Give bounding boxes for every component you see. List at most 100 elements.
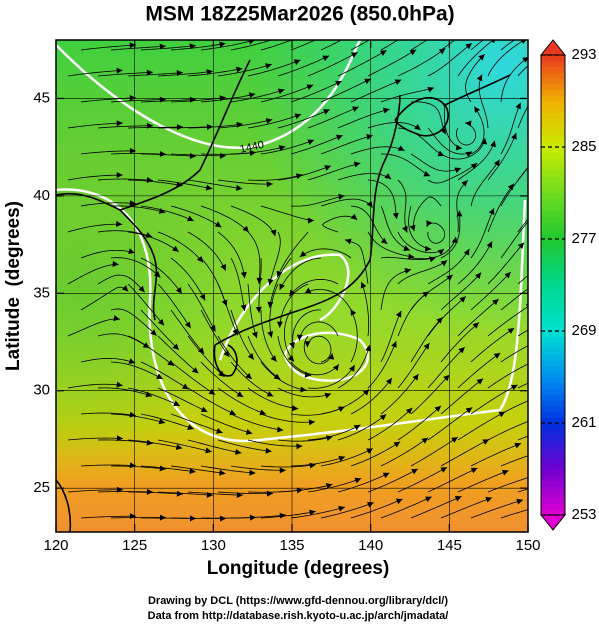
colorbar-cell	[541, 61, 565, 67]
colorbar-cell	[541, 159, 565, 165]
colorbar-cell	[541, 256, 565, 262]
colorbar-cell	[541, 222, 565, 228]
streamline-arrow	[334, 25, 342, 33]
colorbar-cell	[541, 205, 565, 211]
colorbar-tick-label: 277	[571, 230, 596, 247]
colorbar-cell	[541, 331, 565, 337]
colorbar-cell	[541, 55, 565, 61]
colorbar-cell	[541, 400, 565, 406]
colorbar-cell	[541, 492, 565, 498]
colorbar-cell	[541, 187, 565, 193]
colorbar-cell	[541, 274, 565, 280]
colorbar-cell	[541, 279, 565, 285]
colorbar-cell	[541, 251, 565, 257]
y-tick-label: 40	[33, 187, 50, 204]
x-tick-label: 130	[201, 537, 226, 554]
colorbar-cell	[541, 320, 565, 326]
x-tick-label: 125	[122, 537, 147, 554]
colorbar-cell	[541, 458, 565, 464]
colorbar-cell	[541, 366, 565, 372]
colorbar-cell	[541, 176, 565, 182]
colorbar-cell	[541, 469, 565, 475]
colorbar-cell	[541, 429, 565, 435]
streamline-arrow	[509, 16, 517, 24]
colorbar-cell	[541, 245, 565, 251]
x-tick-label: 145	[437, 537, 462, 554]
colorbar-cell	[541, 124, 565, 130]
colorbar-cell	[541, 113, 565, 119]
colorbar-cell	[541, 107, 565, 113]
colorbar-cell	[541, 170, 565, 176]
colorbar-cell	[541, 78, 565, 84]
colorbar-tick-label: 269	[571, 322, 596, 339]
colorbar-cell	[541, 371, 565, 377]
x-tick-label: 140	[358, 537, 383, 554]
colorbar-cell	[541, 101, 565, 107]
colorbar-cell	[541, 136, 565, 142]
colorbar-tick-label: 285	[571, 138, 596, 155]
colorbar-cell	[541, 130, 565, 136]
colorbar-cell	[541, 337, 565, 343]
x-axis-label: Longitude (degrees)	[207, 558, 390, 579]
streamline-arrow	[528, 212, 536, 220]
y-axis-label: Latitude (degrees)	[3, 201, 24, 371]
colorbar-cell	[541, 412, 565, 418]
x-tick-label: 150	[515, 537, 540, 554]
title: MSM 18Z25Mar2026 (850.0hPa)	[145, 3, 454, 26]
colorbar-cell	[541, 199, 565, 205]
colorbar-cell	[541, 308, 565, 314]
colorbar-cell	[541, 389, 565, 395]
colorbar-cell	[541, 285, 565, 291]
colorbar-cell	[541, 239, 565, 245]
colorbar-cell	[541, 228, 565, 234]
colorbar-cell	[541, 153, 565, 159]
colorbar-cell	[541, 486, 565, 492]
colorbar-cell	[541, 475, 565, 481]
colorbar-cell	[541, 182, 565, 188]
colorbar-cell	[541, 377, 565, 383]
x-tick-label: 120	[43, 537, 68, 554]
colorbar-cell	[541, 164, 565, 170]
colorbar-cell	[541, 360, 565, 366]
colorbar-cell	[541, 268, 565, 274]
colorbar-cell	[541, 504, 565, 510]
y-tick-label: 30	[33, 382, 50, 399]
streamline-arrow	[541, 19, 549, 27]
y-tick-label: 35	[33, 284, 50, 301]
field: 1440	[56, 16, 572, 532]
colorbar-cell	[541, 348, 565, 354]
colorbar-cell	[541, 118, 565, 124]
colorbar-cell	[541, 440, 565, 446]
streamline-arrow	[529, 358, 537, 366]
streamline-arrow	[565, 475, 572, 482]
streamline-arrow	[532, 415, 540, 423]
colorbar-max-arrow	[541, 40, 565, 55]
y-tick-label: 25	[33, 479, 50, 496]
colorbar-cell	[541, 216, 565, 222]
colorbar-cell	[541, 84, 565, 90]
colorbar-cell	[541, 297, 565, 303]
colorbar-cell	[541, 463, 565, 469]
colorbar-cell	[541, 67, 565, 73]
colorbar-cell	[541, 314, 565, 320]
colorbar-tick-label: 261	[571, 414, 596, 431]
colorbar-cell	[541, 354, 565, 360]
footer-line: Drawing by DCL (https://www.gfd-dennou.o…	[148, 595, 448, 607]
colorbar-cell	[541, 72, 565, 78]
colorbar-tick-label: 253	[571, 506, 596, 523]
colorbar-cell	[541, 423, 565, 429]
colorbar-cell	[541, 193, 565, 199]
colorbar-cell	[541, 262, 565, 268]
x-tick-label: 135	[279, 537, 304, 554]
footer-line: Data from http://database.rish.kyoto-u.a…	[148, 610, 449, 622]
colorbar-cell	[541, 481, 565, 487]
y-tick-label: 45	[33, 89, 50, 106]
colorbar-cell	[541, 291, 565, 297]
streamline-arrow	[479, 16, 487, 24]
colorbar-cell	[541, 147, 565, 153]
streamline-arrow	[533, 471, 540, 478]
colorbar-cell	[541, 435, 565, 441]
